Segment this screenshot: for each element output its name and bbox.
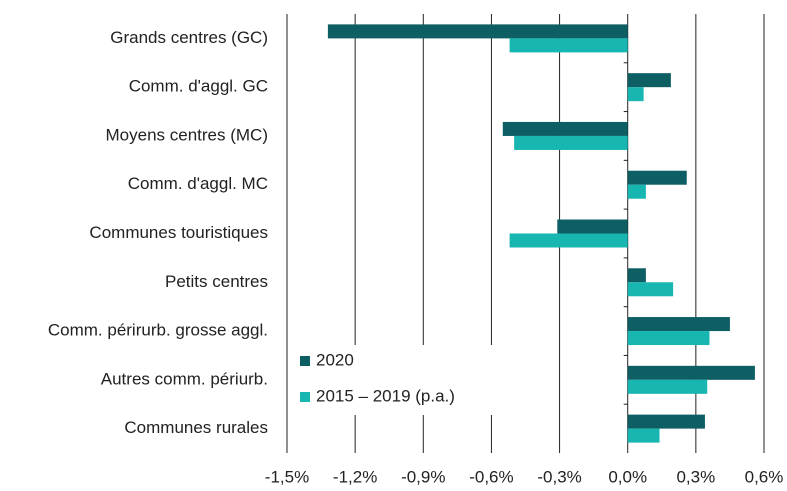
bar bbox=[509, 233, 628, 248]
bar bbox=[627, 317, 730, 332]
x-tick-label: -1,2% bbox=[333, 467, 377, 486]
y-tick-label: Comm. d'aggl. MC bbox=[128, 174, 268, 193]
bar bbox=[627, 184, 646, 199]
x-tick-label: 0,3% bbox=[676, 467, 715, 486]
bar bbox=[627, 331, 710, 346]
bar bbox=[627, 73, 671, 88]
y-tick-label: Grands centres (GC) bbox=[110, 28, 268, 47]
bar bbox=[627, 428, 660, 443]
bar bbox=[327, 24, 628, 39]
y-tick-label: Autres comm. périurb. bbox=[101, 369, 268, 388]
y-tick-label: Communes rurales bbox=[124, 418, 268, 437]
legend-swatch bbox=[300, 392, 310, 402]
x-tick-label: -1,5% bbox=[265, 467, 309, 486]
bar bbox=[627, 170, 687, 185]
legend-swatch bbox=[300, 356, 310, 366]
y-tick-label: Comm. périrurb. grosse aggl. bbox=[48, 321, 268, 340]
x-tick-label: -0,3% bbox=[537, 467, 581, 486]
bar bbox=[627, 414, 705, 429]
bar bbox=[502, 121, 628, 136]
bar bbox=[627, 379, 708, 394]
legend-label: 2015 – 2019 (p.a.) bbox=[316, 386, 455, 405]
x-tick-label: 0,0% bbox=[608, 467, 647, 486]
y-tick-label: Moyens centres (MC) bbox=[106, 125, 268, 144]
y-tick-label: Comm. d'aggl. GC bbox=[129, 77, 268, 96]
x-tick-label: -0,6% bbox=[469, 467, 513, 486]
bar bbox=[627, 87, 644, 102]
bar bbox=[627, 268, 646, 283]
bar bbox=[627, 282, 674, 297]
legend-label: 2020 bbox=[316, 350, 354, 369]
bar bbox=[627, 365, 755, 380]
y-tick-label: Petits centres bbox=[165, 272, 268, 291]
y-tick-label: Communes touristiques bbox=[89, 223, 268, 242]
bar bbox=[514, 135, 628, 150]
x-tick-label: 0,6% bbox=[745, 467, 784, 486]
legend-box bbox=[296, 345, 492, 415]
bar bbox=[557, 219, 628, 234]
bar bbox=[509, 38, 628, 53]
x-tick-label: -0,9% bbox=[401, 467, 445, 486]
